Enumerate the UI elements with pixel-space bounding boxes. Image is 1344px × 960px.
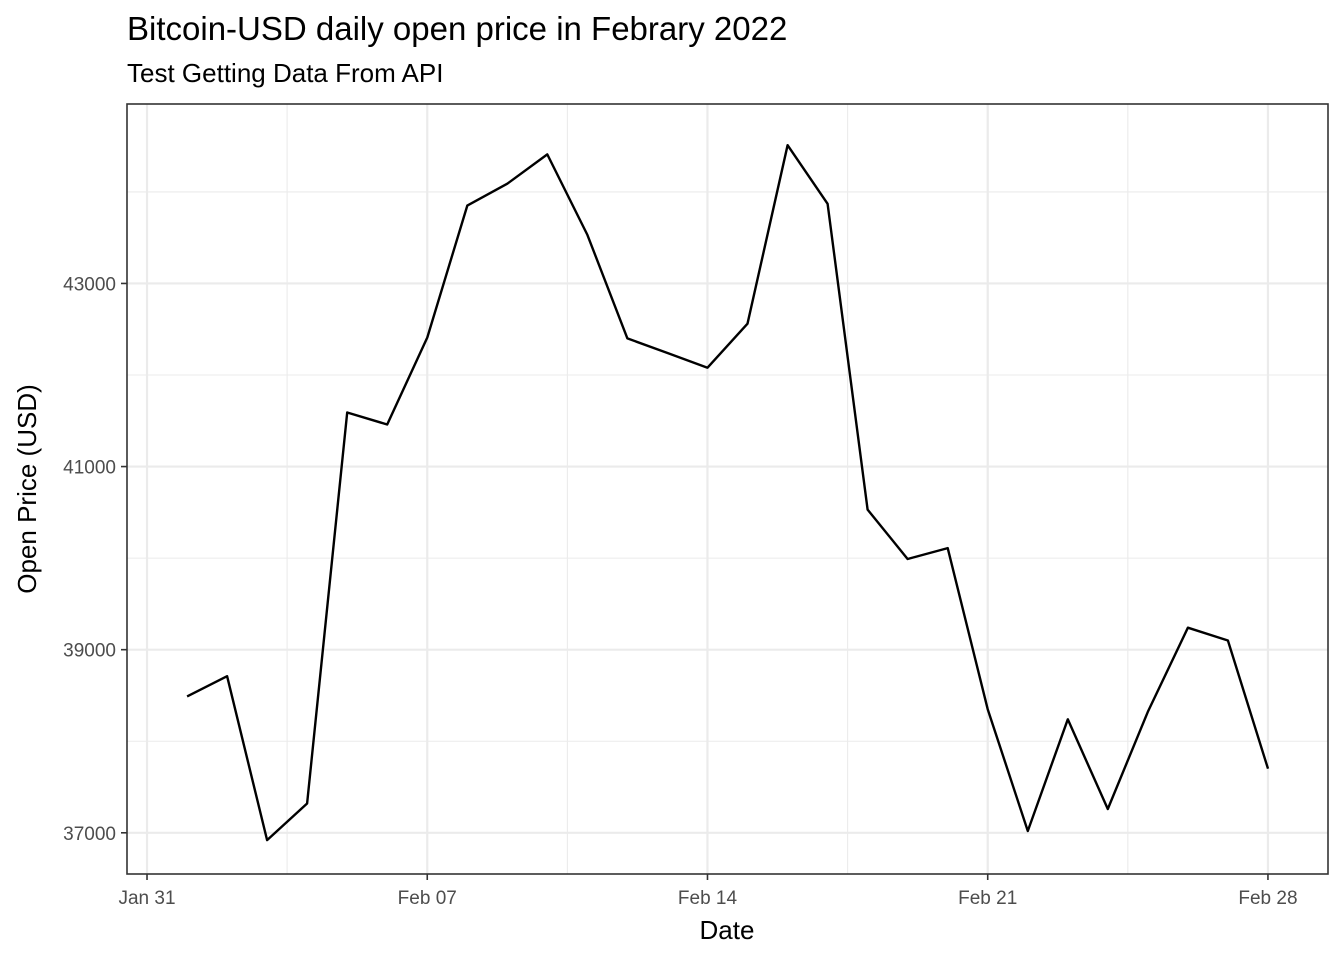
plot-panel-border <box>126 103 1329 875</box>
minor-gridlines <box>127 104 1328 874</box>
x-tick-label: Feb 28 <box>1238 888 1297 909</box>
y-tick-label: 43000 <box>63 274 116 295</box>
x-tick-label: Feb 07 <box>398 888 457 909</box>
x-axis: Jan 31 Feb 07 Feb 14 Feb 21 Feb 28 <box>118 874 1298 909</box>
plot-panel-background <box>127 104 1328 874</box>
major-gridlines <box>127 104 1328 874</box>
x-tick-label: Feb 14 <box>678 888 738 909</box>
x-tick-label: Feb 21 <box>958 888 1017 909</box>
y-tick-label: 41000 <box>63 458 116 479</box>
chart-title: Bitcoin-USD daily open price in Febrary … <box>127 10 787 47</box>
y-tick-label: 37000 <box>63 824 116 845</box>
y-tick-label: 39000 <box>63 641 116 662</box>
y-axis: 37000 39000 41000 43000 <box>63 274 127 845</box>
series-layer <box>186 143 1270 842</box>
chart-subtitle: Test Getting Data From API <box>127 58 443 88</box>
x-tick-label: Jan 31 <box>118 888 175 909</box>
x-axis-title: Date <box>700 915 755 945</box>
price-series-line <box>186 143 1270 842</box>
y-axis-title: Open Price (USD) <box>12 384 42 594</box>
